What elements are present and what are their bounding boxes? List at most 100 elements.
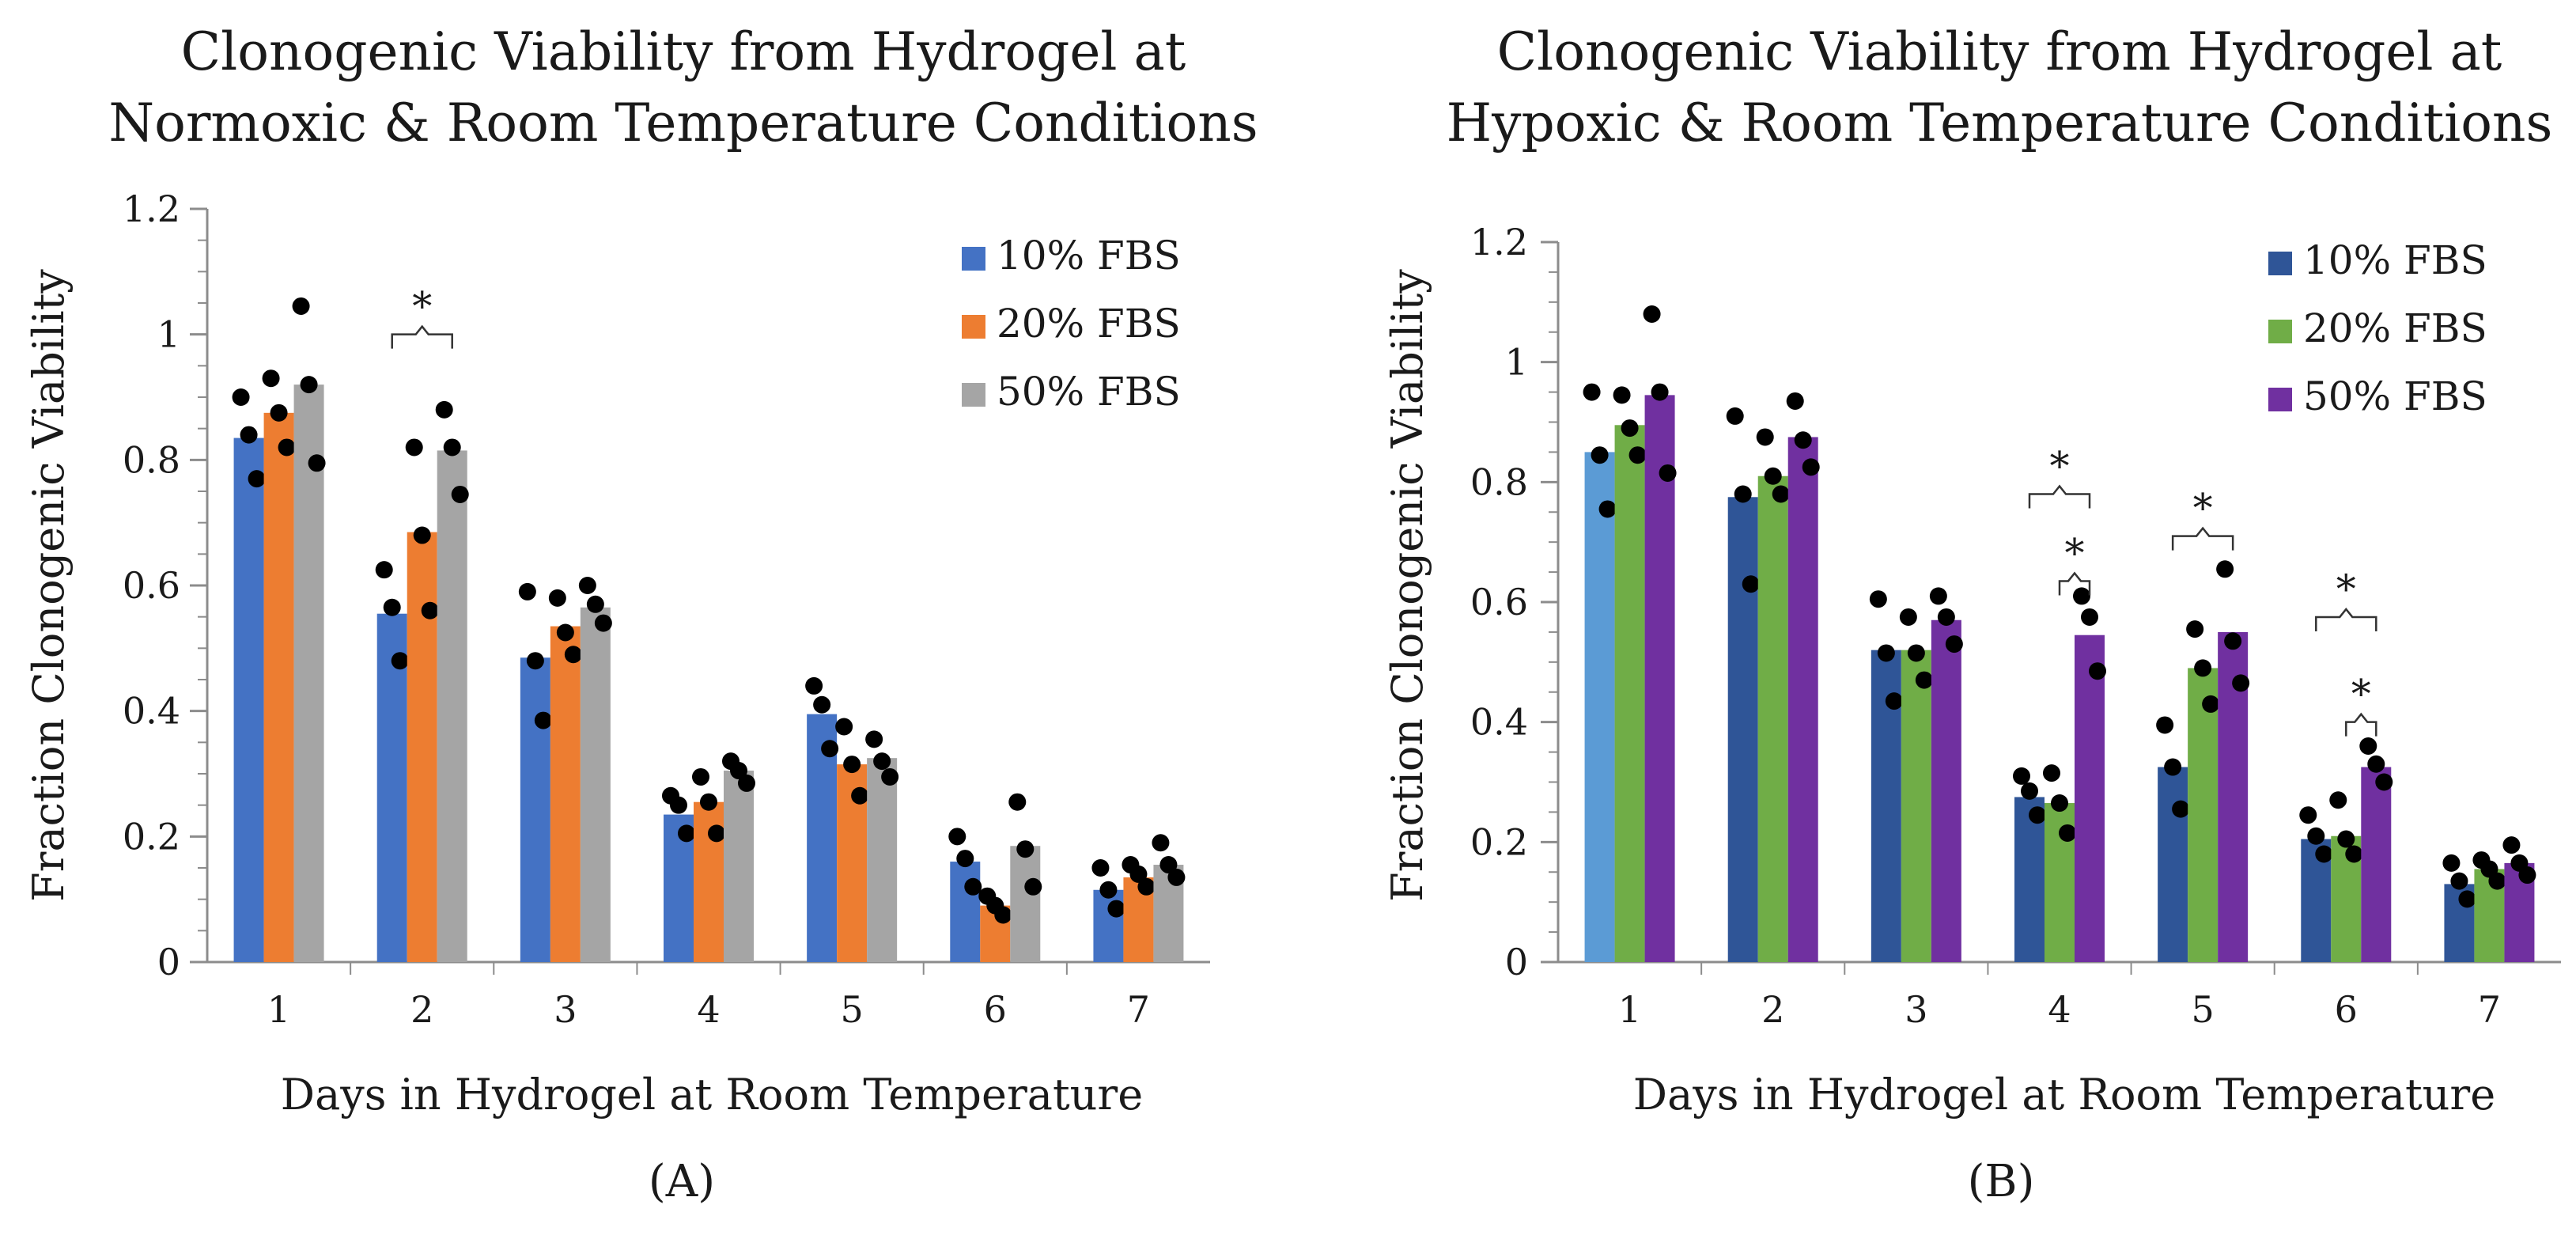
- chart-a-data-point: [1016, 840, 1035, 858]
- chart-a-data-point: [881, 767, 899, 786]
- chart-b-x-tick-label: 3: [1905, 988, 1927, 1031]
- chart-b-legend-swatch: [2268, 320, 2292, 343]
- chart-b-data-point: [2059, 824, 2076, 842]
- chart-a-data-point: [548, 589, 566, 607]
- chart-b-data-point: [2450, 872, 2468, 890]
- chart-b-bar: [1931, 619, 1961, 962]
- chart-a-legend-label: 10% FBS: [997, 233, 1181, 278]
- chart-a-y-tick-label: 1: [157, 313, 180, 356]
- chart-a-data-point: [375, 561, 393, 579]
- chart-a-y-tick-label: 0.2: [123, 815, 180, 858]
- chart-a-data-point: [405, 438, 423, 456]
- chart-b-significance-star: *: [2193, 486, 2213, 532]
- chart-a-data-point: [578, 577, 596, 594]
- chart-a-data-point: [851, 786, 869, 805]
- chart-a-data-point: [994, 906, 1012, 924]
- chart-b-data-point: [2232, 674, 2250, 692]
- chart-a-legend-label: 20% FBS: [997, 301, 1181, 347]
- chart-a-data-point: [300, 376, 318, 394]
- chart-b-data-point: [1659, 464, 1677, 482]
- chart-a-data-point: [443, 438, 461, 456]
- chart-a-panel-label: (A): [649, 1156, 715, 1207]
- chart-b-significance-star: *: [2050, 444, 2070, 490]
- chart-a-data-point: [1024, 877, 1042, 896]
- chart-b-significance-star: *: [2351, 672, 2371, 718]
- chart-b-data-point: [1742, 575, 1760, 593]
- chart-b-x-tick-label: 5: [2192, 988, 2215, 1031]
- chart-a-data-point: [451, 485, 469, 503]
- chart-b-legend-label: 10% FBS: [2303, 237, 2487, 283]
- chart-a-data-point: [308, 454, 326, 472]
- chart-a-data-point: [248, 470, 266, 488]
- chart-b-data-point: [1621, 419, 1639, 438]
- chart-b-significance-bracket: [2345, 712, 2377, 737]
- chart-a-data-point: [1159, 856, 1178, 874]
- chart-b-bar: [2158, 767, 2188, 962]
- chart-a-y-tick-label: 0.6: [123, 564, 180, 607]
- chart-a-y-tick-label: 1.2: [123, 188, 180, 230]
- chart-b-data-point: [2337, 830, 2355, 848]
- chart-b-data-point: [1734, 485, 1752, 503]
- chart-b-data-point: [1869, 590, 1887, 608]
- chart-b-data-point: [1772, 485, 1790, 503]
- chart-b-data-point: [2202, 695, 2220, 713]
- chart-b-data-point: [2156, 716, 2174, 734]
- chart-a-data-point: [383, 598, 401, 616]
- chart-b-bar: [2014, 797, 2045, 962]
- chart-b-data-point: [1885, 692, 1903, 710]
- chart-b-significance-bracket: [2171, 526, 2234, 551]
- chart-b-significance-star: *: [2336, 566, 2356, 612]
- chart-a-data-point: [865, 730, 883, 748]
- chart-b-data-point: [1929, 587, 1947, 605]
- chart-a-x-tick-label: 5: [841, 988, 864, 1031]
- chart-a-data-point: [678, 824, 695, 843]
- chart-b-data-point: [2442, 854, 2461, 872]
- chart-b-y-tick-label: 0.4: [1470, 701, 1528, 744]
- chart-a-data-point: [948, 828, 966, 846]
- chart-b-title-line-1: Clonogenic Viability from Hydrogel at: [1497, 21, 2502, 82]
- chart-b-data-point: [1899, 608, 1917, 626]
- chart-b-bar: [1901, 650, 1931, 962]
- chart-b-data-point: [2089, 662, 2106, 680]
- chart-a-data-point: [232, 388, 250, 406]
- chart-a-bar: [376, 613, 407, 962]
- chart-b-data-point: [2375, 773, 2393, 791]
- chart-a-bar: [867, 758, 898, 962]
- chart-b-data-point: [2345, 845, 2363, 863]
- chart-a-bar: [437, 450, 467, 962]
- chart-b-data-point: [2164, 758, 2182, 776]
- chart-b-plot: 0 0.2 0.4 0.6 0.8 1 1.2 1 2 3 4 5 6 7 * * * * * 10% FBS 20% …: [1470, 221, 2561, 1031]
- chart-b-y-tick-label: 0: [1505, 941, 1528, 983]
- chart-b-y-tick-label: 1.2: [1470, 221, 1528, 263]
- chart-a-data-point: [708, 824, 725, 843]
- chart-a-data-point: [278, 438, 296, 456]
- chart-b-data-point: [2224, 632, 2242, 650]
- chart-b-data-point: [2518, 866, 2536, 885]
- chart-a-x-tick-label: 1: [267, 988, 290, 1031]
- chart-b-significance-bracket: [2028, 484, 2091, 509]
- chart-b-data-point: [1907, 644, 1925, 662]
- chart-b-x-tick-label: 4: [2048, 988, 2071, 1031]
- chart-b-data-point: [2081, 608, 2098, 626]
- chart-b-data-point: [2367, 755, 2385, 773]
- chart-b-data-point: [1651, 383, 1669, 401]
- chart-a-bar: [520, 657, 550, 962]
- chart-b-data-point: [1643, 305, 1661, 323]
- chart-a-data-point: [821, 740, 839, 758]
- chart-a-legend-swatch: [962, 247, 985, 271]
- chart-a-data-point: [670, 796, 687, 814]
- chart-b-data-point: [2073, 587, 2090, 605]
- chart-a-legend-swatch: [962, 383, 985, 407]
- chart-a-data-point: [873, 752, 891, 771]
- chart-a-data-point: [270, 403, 288, 422]
- chart-b-data-point: [2021, 782, 2038, 800]
- chart-b-significance-star: *: [2065, 530, 2085, 576]
- chart-a-data-point: [1167, 868, 1186, 886]
- chart-a-legend-label: 50% FBS: [997, 369, 1181, 415]
- chart-a-data-point: [421, 601, 439, 619]
- chart-a-data-point: [805, 676, 823, 695]
- chart-b-bar: [1614, 425, 1645, 962]
- chart-a-data-point: [1099, 881, 1118, 899]
- chart-a-x-tick-label: 6: [984, 988, 1007, 1031]
